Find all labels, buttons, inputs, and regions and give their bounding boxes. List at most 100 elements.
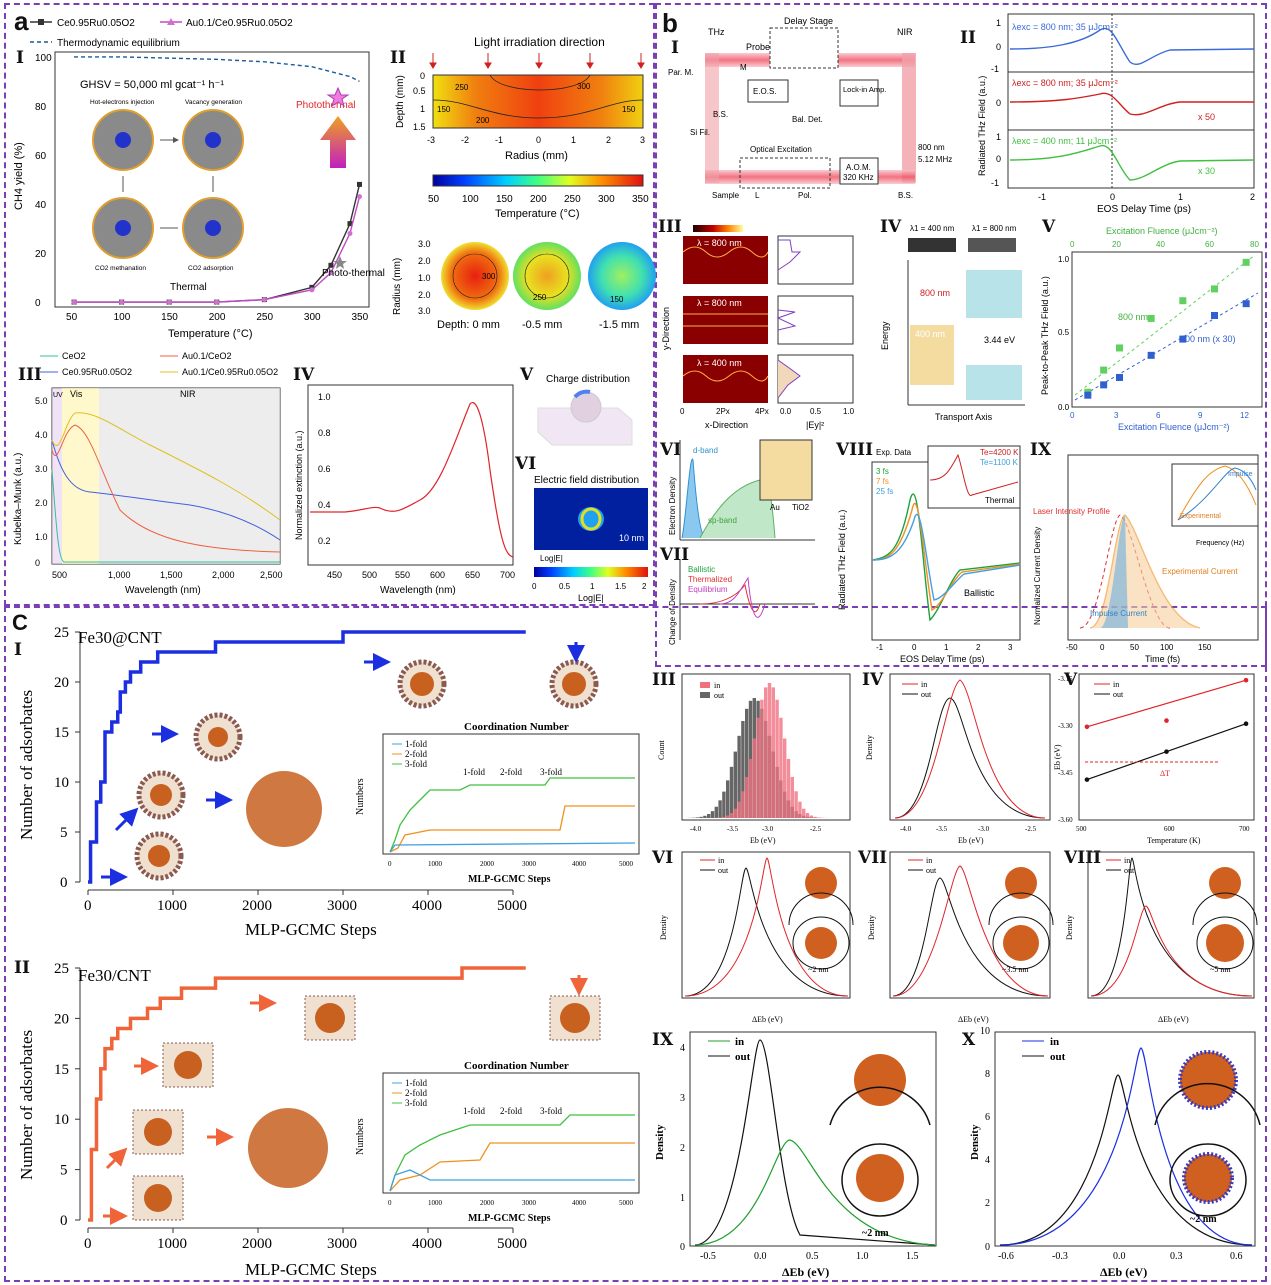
svg-text:0: 0: [388, 1199, 392, 1207]
a5-substrate: [537, 407, 633, 446]
c6-c8-density: [681, 851, 1255, 999]
a1-point: [166, 299, 172, 305]
c10-in: [999, 1047, 1253, 1246]
svg-text:60: 60: [1205, 240, 1214, 249]
b5-point: [1147, 314, 1155, 322]
b1-nir: NIR: [897, 27, 913, 37]
c3-bar-in: [760, 699, 764, 818]
svg-text:1: 1: [944, 643, 949, 652]
a1-label: I: [16, 48, 24, 68]
c3-bar-out: [714, 806, 718, 818]
c3-bar-in: [737, 801, 741, 818]
c3-bar-in: [775, 699, 779, 818]
a2-label: II: [390, 48, 406, 68]
a6-cbar-label-2: Log|E|: [578, 593, 604, 603]
b4-label: IV: [880, 217, 902, 237]
svg-text:1.0: 1.0: [418, 273, 431, 283]
svg-text:0: 0: [532, 582, 537, 591]
svg-text:0: 0: [985, 1242, 990, 1253]
c5-point: [1084, 777, 1090, 782]
c3-bar-out: [741, 721, 745, 818]
b6-tio2: TiO2: [792, 503, 810, 512]
svg-text:3000: 3000: [522, 1199, 537, 1207]
c6-label: VI: [652, 848, 674, 868]
c3-bar-out: [718, 800, 722, 818]
c1-inset-leg-2: 2-fold: [405, 749, 427, 759]
panel-a-frame: [4, 3, 655, 606]
b5-point: [1211, 285, 1218, 293]
c7-size: ~3.5 nm: [1002, 965, 1029, 974]
c-series: [88, 630, 526, 1222]
b8-label: VIII: [836, 440, 874, 460]
svg-text:500: 500: [52, 570, 67, 580]
svg-text:0: 0: [912, 643, 917, 652]
a1-ticks: 50 100 150 200 250 300 350 0 20 40 60 80 100: [35, 53, 369, 323]
a1-xtick: 300: [304, 312, 321, 323]
a2-heatmap: [432, 74, 644, 129]
c1-ylabel: Number of adsorbates: [17, 690, 36, 840]
svg-text:0: 0: [1070, 411, 1075, 420]
b3-label-1: λ = 800 nm: [697, 238, 742, 248]
svg-text:0: 0: [996, 42, 1001, 52]
a1-series-line-3: [74, 56, 360, 83]
a6-label: VI: [515, 454, 537, 474]
c3-bar-in: [767, 683, 772, 818]
c1-axes: 0 1000 2000 3000 4000 5000 0 5 10 15 20 25: [54, 625, 527, 914]
b5-point: [1084, 391, 1092, 399]
svg-text:-1: -1: [876, 643, 884, 652]
a1-xlabel: Temperature (°C): [168, 328, 252, 340]
svg-text:0: 0: [1110, 192, 1115, 202]
a1-star-icon: [326, 86, 350, 108]
c1-ytick: 0: [60, 875, 68, 891]
c1-ytick: 25: [54, 625, 69, 641]
b7-ylabel: Change of Density: [668, 579, 677, 645]
svg-text:600: 600: [430, 570, 445, 580]
c10-legend-in: in: [1050, 1036, 1059, 1048]
c1-label: I: [14, 640, 22, 660]
c7-legend-in: in: [926, 856, 932, 865]
c3-ylabel: Count: [657, 740, 666, 760]
b5-label: V: [1042, 217, 1056, 237]
c2-inset-leg-3: 3-fold: [405, 1098, 427, 1108]
c8-label: VIII: [1064, 848, 1102, 868]
c6-c8-particles: [788, 867, 1258, 970]
c6-legend-out: out: [718, 866, 729, 875]
svg-text:0.5: 0.5: [559, 582, 571, 591]
c2-inset-leg-2: 2-fold: [405, 1088, 427, 1098]
svg-text:2Px: 2Px: [716, 407, 730, 416]
b2-trace-label-2: λexc = 800 nm; 35 μJcm⁻²: [1012, 78, 1118, 88]
a4-label: IV: [293, 365, 315, 385]
svg-text:2000: 2000: [480, 860, 495, 868]
panel-label-a: a: [14, 6, 29, 36]
a1-ytick: 0: [35, 298, 41, 309]
c1-inset-fold-1: 1-fold: [463, 767, 485, 777]
c4-xlabel: Eb (eV): [958, 836, 984, 845]
c2-title: Fe30/CNT: [78, 966, 151, 985]
svg-text:3.0: 3.0: [418, 239, 431, 249]
a1-point: [347, 230, 353, 236]
svg-text:0.5: 0.5: [413, 86, 426, 96]
a1-point: [347, 221, 353, 227]
c3-bar-in: [745, 776, 749, 818]
b8-ylabel: Radiated THz Field (a.u.): [837, 510, 847, 610]
svg-text:1: 1: [996, 18, 1001, 28]
c3-bar-in: [802, 808, 806, 818]
a1-point: [356, 181, 362, 187]
a3-series-2: [51, 424, 281, 553]
a3-series-3: [51, 439, 281, 541]
c5-legend-out: out: [1113, 690, 1124, 699]
a2-xlabel: Radius (mm): [505, 150, 568, 162]
a1-xtick: 200: [209, 312, 226, 323]
b9-experimental: Experimental: [1180, 513, 1221, 520]
svg-text:0: 0: [536, 135, 541, 145]
a3-series-1: [51, 469, 280, 563]
svg-text:500: 500: [362, 570, 377, 580]
b2-trace-2: [1009, 92, 1254, 116]
b1-l: L: [755, 191, 760, 200]
b2-ylabel: Radiated THz Field (a.u.): [977, 76, 987, 176]
c1-xlabel: MLP-GCMC Steps: [245, 920, 377, 939]
svg-text:1.5: 1.5: [906, 1251, 919, 1262]
c1-inset-y: Numbers: [355, 778, 366, 815]
a1-point: [328, 270, 334, 276]
